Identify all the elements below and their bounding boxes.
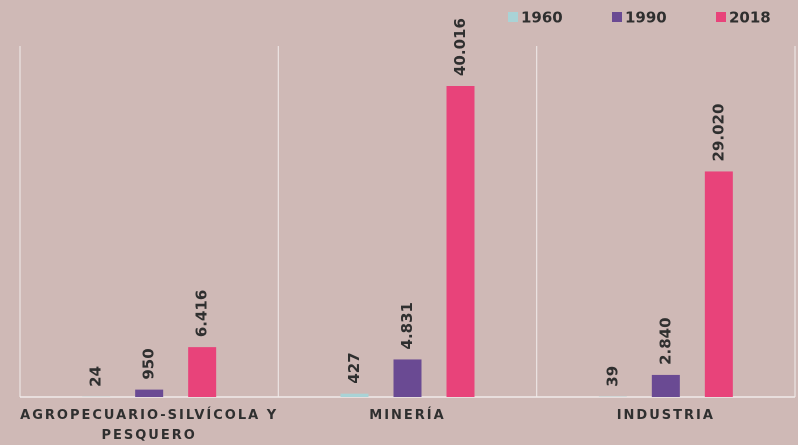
value-label: 40.016 [451, 18, 469, 76]
bar [135, 389, 164, 397]
legend-label: 1990 [625, 9, 667, 27]
value-label: 39 [603, 366, 621, 387]
legend-swatch [716, 12, 726, 22]
value-label: 29.020 [709, 104, 727, 162]
value-label: 24 [87, 366, 105, 387]
bar [340, 393, 369, 397]
x-tick-label: AGROPECUARIO-SILVÍCOLA Y PESQUERO [20, 408, 279, 443]
value-label: 6.416 [193, 290, 211, 337]
value-label: 4.831 [398, 302, 416, 349]
bar [704, 171, 733, 397]
x-tick-label: MINERÍA [369, 408, 446, 423]
bar [393, 359, 422, 397]
bar [651, 374, 680, 397]
value-label: 950 [140, 348, 158, 379]
value-label: 2.840 [656, 317, 674, 364]
legend-label: 2018 [729, 9, 771, 27]
legend-swatch [612, 12, 622, 22]
bar [188, 347, 217, 397]
x-tick-label: INDUSTRIA [616, 408, 715, 423]
legend-label: 1960 [521, 9, 563, 27]
value-label: 427 [345, 352, 363, 383]
bar [446, 86, 475, 397]
legend-swatch [508, 12, 518, 22]
